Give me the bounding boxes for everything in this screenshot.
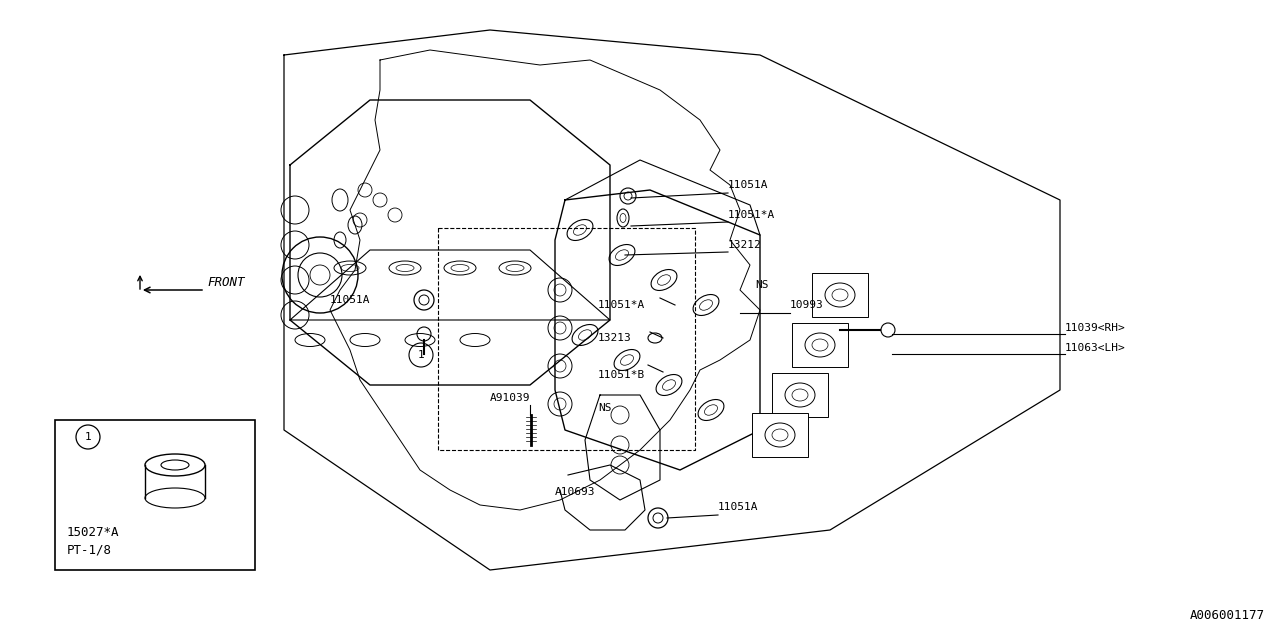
- Bar: [55, 420, 255, 570]
- Text: 11051A: 11051A: [728, 180, 768, 190]
- Text: 1: 1: [417, 350, 425, 360]
- Text: 11051A: 11051A: [330, 295, 370, 305]
- Bar: [753, 413, 808, 457]
- Text: FRONT: FRONT: [207, 275, 244, 289]
- Text: NS: NS: [598, 403, 612, 413]
- Text: 13212: 13212: [728, 240, 762, 250]
- Bar: [812, 273, 868, 317]
- Text: 11039<RH>: 11039<RH>: [1065, 323, 1125, 333]
- Text: 11051*A: 11051*A: [728, 210, 776, 220]
- Text: 15027*A: 15027*A: [67, 525, 119, 538]
- Text: A91039: A91039: [490, 393, 530, 403]
- Text: 1: 1: [84, 432, 91, 442]
- Bar: [792, 323, 849, 367]
- Text: NS: NS: [755, 280, 768, 290]
- Text: 11051*A: 11051*A: [598, 300, 645, 310]
- Text: A006001177: A006001177: [1190, 609, 1265, 622]
- Text: A10693: A10693: [556, 487, 595, 497]
- Bar: [772, 373, 828, 417]
- Text: 11051*B: 11051*B: [598, 370, 645, 380]
- Text: 13213: 13213: [598, 333, 632, 343]
- Text: PT-1/8: PT-1/8: [67, 543, 113, 557]
- Text: 11063<LH>: 11063<LH>: [1065, 343, 1125, 353]
- Text: 11051A: 11051A: [718, 502, 759, 512]
- Text: 10993: 10993: [790, 300, 824, 310]
